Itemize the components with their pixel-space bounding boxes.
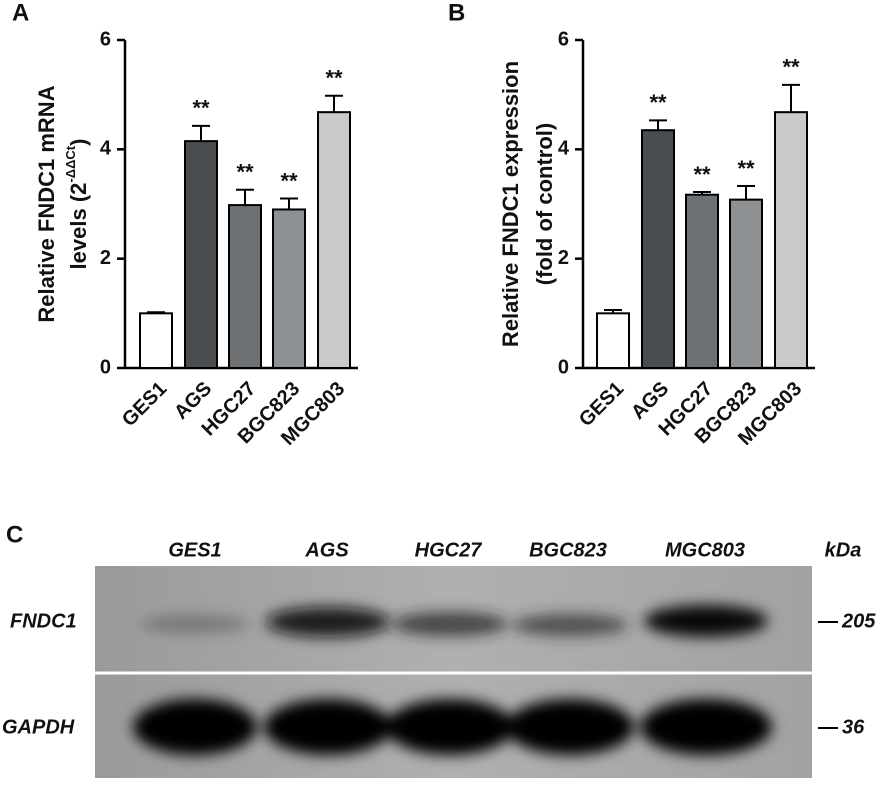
band	[640, 699, 772, 755]
bar	[641, 129, 675, 369]
bar	[729, 198, 763, 369]
band	[506, 699, 634, 755]
x-tick-label: GES1	[118, 378, 171, 431]
y-axis-label: Relative FNDC1 expression	[498, 61, 523, 347]
bands	[133, 605, 772, 755]
band	[512, 614, 628, 636]
y-tick-label: 4	[100, 138, 112, 160]
bar	[685, 193, 719, 369]
band	[386, 699, 514, 755]
bar	[774, 111, 808, 369]
lane-label: GES1	[168, 539, 221, 561]
significance-label: **	[782, 55, 800, 80]
significance-label: **	[649, 90, 667, 115]
panel-label: C	[6, 521, 23, 548]
y-tick-label: 0	[558, 356, 569, 378]
y-tick-label: 2	[100, 247, 111, 269]
y-tick-label: 0	[100, 356, 111, 378]
band	[266, 607, 390, 637]
y-axis-label-part: levels (2	[66, 183, 91, 270]
significance-label: **	[236, 160, 254, 185]
band	[392, 612, 508, 636]
y-axis-label-part: )	[66, 139, 91, 146]
row-label: FNDC1	[10, 610, 77, 632]
y-axis-label-superscript: -ΔΔCt	[63, 145, 78, 182]
band	[264, 699, 392, 755]
bar	[272, 208, 306, 369]
row-label: GAPDH	[2, 716, 75, 738]
significance-label: **	[693, 162, 711, 187]
bar	[228, 204, 262, 369]
significance-label: **	[280, 168, 298, 193]
bar	[139, 312, 173, 370]
y-axis-label: (fold of control)	[532, 123, 557, 286]
lane-label: AGS	[304, 539, 349, 561]
x-tick-label: GES1	[575, 378, 628, 431]
y-tick-label: 4	[558, 138, 570, 160]
band	[133, 699, 257, 755]
significance-label: **	[325, 66, 343, 91]
y-tick-label: 2	[558, 247, 569, 269]
panel-label: B	[448, 0, 465, 26]
marker-label: 205	[841, 610, 876, 632]
band	[644, 605, 768, 637]
bar	[596, 312, 630, 370]
bar	[317, 111, 351, 369]
lane-label: HGC27	[415, 539, 483, 561]
y-axis-label-part: (fold of control)	[532, 123, 557, 286]
significance-label: **	[192, 96, 210, 121]
bar	[184, 140, 218, 369]
marker-label: 36	[842, 716, 865, 738]
significance-label: **	[737, 156, 755, 181]
panel-label: A	[12, 0, 29, 26]
y-tick-label: 6	[558, 28, 569, 50]
band	[140, 615, 250, 633]
lane-label: MGC803	[665, 539, 745, 561]
unit-label: kDa	[825, 539, 862, 561]
y-axis-label: Relative FNDC1 mRNA	[34, 85, 59, 322]
y-tick-label: 6	[100, 28, 111, 50]
y-axis-label: levels (2-ΔΔCt)	[63, 139, 90, 270]
lane-label: BGC823	[529, 539, 607, 561]
